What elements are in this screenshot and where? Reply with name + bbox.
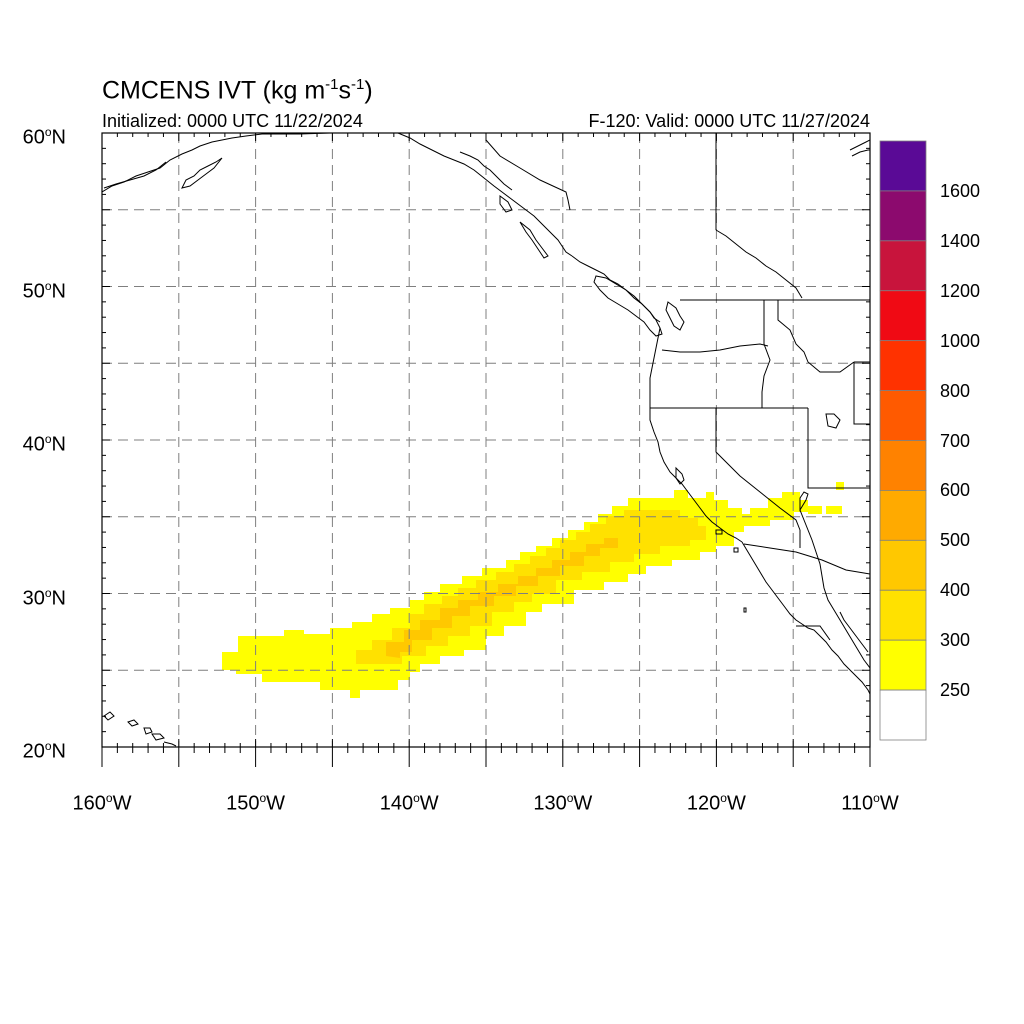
latitude-label: 40oN xyxy=(22,432,66,456)
longitude-label: 160oW xyxy=(72,791,132,815)
lat-lon-grid xyxy=(102,133,870,747)
colorbar-level-label: 400 xyxy=(940,580,971,601)
colorbar-swatch xyxy=(879,240,927,292)
longitude-label: 120oW xyxy=(686,791,746,815)
colorbar-level-label: 1200 xyxy=(940,280,981,301)
political-borders xyxy=(485,133,870,641)
colorbar-swatch xyxy=(879,190,927,242)
map-title: CMCENS IVT (kg m-1s-1) xyxy=(102,76,373,105)
colorbar-level-label: 250 xyxy=(940,680,971,701)
colorbar-level-label: 1600 xyxy=(940,180,981,201)
colorbar-swatch xyxy=(879,490,927,541)
colorbar-level-label: 800 xyxy=(940,380,971,401)
colorbar-level-label: 500 xyxy=(940,530,971,551)
init-time-label: Initialized: 0000 UTC 11/22/2024 xyxy=(102,111,363,131)
colorbar-level-label: 300 xyxy=(940,630,971,651)
latitude-label: 20oN xyxy=(22,739,66,763)
colorbar-swatch xyxy=(879,689,927,741)
colorbar-level-label: 700 xyxy=(940,430,971,451)
longitude-label: 130oW xyxy=(533,791,593,815)
colorbar-swatch xyxy=(879,340,927,391)
ivt-plume-400 xyxy=(386,538,618,658)
latitude-label: 30oN xyxy=(22,585,66,610)
longitude-label: 110oW xyxy=(841,791,899,815)
colorbar-level-label: 1400 xyxy=(940,230,981,251)
ivt-patch-250 xyxy=(826,506,842,514)
longitude-label: 140oW xyxy=(379,791,439,815)
axis-ticks xyxy=(101,132,871,767)
colorbar-level-label: 600 xyxy=(940,480,971,501)
longitude-label: 150oW xyxy=(226,791,286,815)
valid-time-label: F-120: Valid: 0000 UTC 11/27/2024 xyxy=(588,111,870,131)
colorbar-swatch xyxy=(879,440,927,491)
colorbar-swatch xyxy=(879,539,927,591)
colorbar-swatch xyxy=(879,290,927,342)
coastlines xyxy=(102,133,870,747)
ivt-patch-250 xyxy=(808,506,822,514)
colorbar-level-label: 1000 xyxy=(940,330,981,351)
latitude-label: 60oN xyxy=(22,125,66,149)
colorbar xyxy=(879,140,927,741)
colorbar-swatch xyxy=(879,390,927,441)
ivt-patch-250 xyxy=(836,482,844,490)
latitude-label: 50oN xyxy=(22,278,66,303)
colorbar-swatch xyxy=(879,639,927,691)
colorbar-swatch xyxy=(879,140,927,192)
ivt-plume xyxy=(222,482,844,698)
colorbar-swatch xyxy=(879,589,927,641)
